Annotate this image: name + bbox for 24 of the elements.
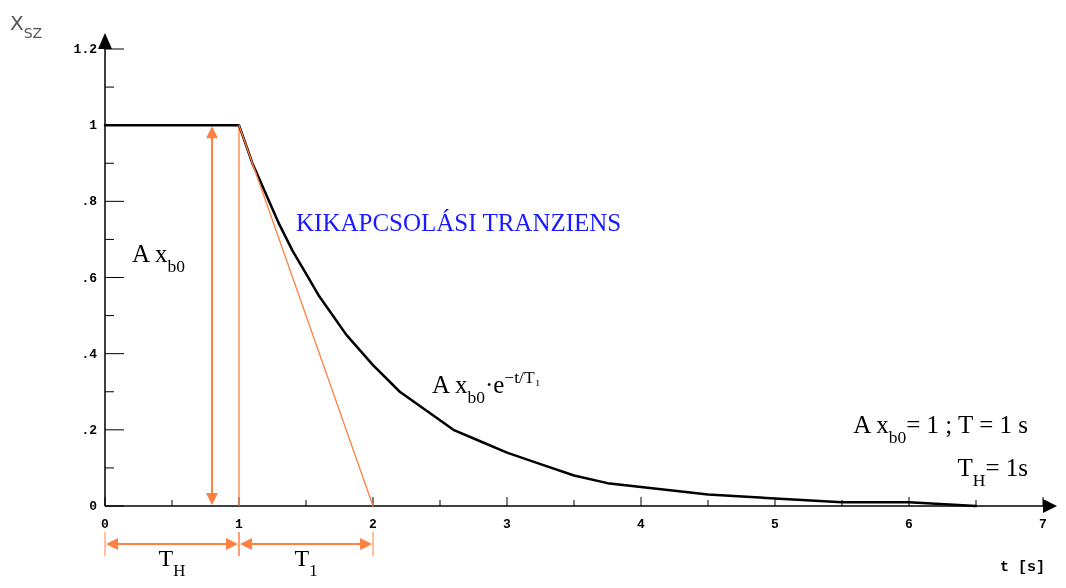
annotation: A x$_{b0}$·e$^{−t/T₁}$ (432, 367, 541, 407)
annotation: A x$_{b0}$= 1 ; T = 1 s (853, 411, 1028, 447)
x-tick-label: 4 (637, 517, 646, 532)
y-tick-label: 1.2 (73, 42, 98, 57)
text: KIKAPCSOLÁSI TRANZIENS (296, 209, 622, 236)
y-tick-label: 1 (89, 118, 98, 134)
x-tick-label: 2 (369, 517, 378, 532)
annotation: A x$_{b0}$ (132, 240, 186, 276)
y-tick-label: .8 (81, 194, 98, 210)
x-tick-label: 6 (905, 517, 914, 532)
y-axis-title: X$_{SZ}$ (10, 11, 43, 41)
text: T$_{1}$ (294, 545, 318, 580)
x-tick-label: 7 (1039, 517, 1047, 532)
y-tick-label: .2 (81, 422, 98, 438)
y-tick-label: .4 (81, 346, 98, 362)
y-tick-label: 0 (89, 499, 98, 514)
annotation: T$_{H}$= 1s (957, 454, 1028, 490)
y-tick-label: .6 (81, 270, 98, 286)
x-tick-label: 0 (101, 517, 110, 532)
x-axis-title: t [s] (999, 559, 1045, 576)
text: T$_{H}$ (158, 545, 186, 580)
x-tick-label: 3 (503, 517, 512, 532)
x-tick-label: 1 (235, 517, 244, 532)
x-tick-label: 5 (771, 517, 780, 532)
